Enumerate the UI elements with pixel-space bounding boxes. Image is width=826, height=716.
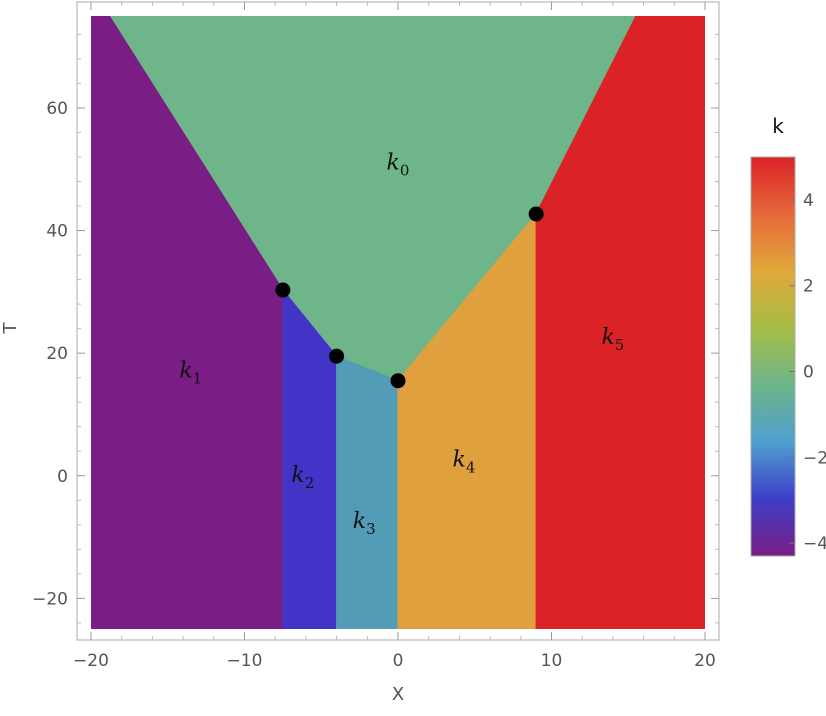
colorbar-tick-label: 4 bbox=[803, 191, 814, 211]
y-tick-label: 0 bbox=[57, 467, 68, 487]
y-tick-label: 20 bbox=[46, 344, 68, 364]
colorbar: k −4 −2 0 2 4 bbox=[750, 114, 826, 557]
x-tick-label: 20 bbox=[694, 651, 716, 671]
region-layer bbox=[91, 16, 705, 629]
x-axis-title: X bbox=[392, 684, 404, 705]
region-label-k2: k2 bbox=[291, 463, 314, 492]
region-label-k5: k5 bbox=[601, 325, 624, 354]
transition-point bbox=[528, 206, 544, 222]
region-label-layer: k0 k1 k2 k3 k4 k5 bbox=[179, 150, 624, 538]
region-k5 bbox=[535, 16, 705, 629]
y-tick-label: 60 bbox=[46, 99, 68, 119]
colorbar-tick-label: −2 bbox=[803, 448, 826, 468]
x-tick-label: 0 bbox=[393, 651, 404, 671]
transition-point bbox=[275, 282, 291, 298]
y-axis-title: T bbox=[0, 322, 21, 335]
x-tick-label: 10 bbox=[541, 651, 563, 671]
colorbar-tick-label: 2 bbox=[803, 277, 814, 297]
y-tick-label: 40 bbox=[46, 222, 68, 242]
y-tick-label: −20 bbox=[32, 589, 68, 609]
region-label-k4: k4 bbox=[453, 448, 476, 477]
colorbar-gradient bbox=[750, 156, 796, 557]
region-k3 bbox=[336, 355, 399, 629]
tick-layer: −20 −10 0 10 20 −20 0 20 40 60 bbox=[32, 2, 719, 671]
region-label-k0: k0 bbox=[387, 150, 410, 179]
region-label-k1: k1 bbox=[179, 359, 202, 388]
point-layer bbox=[275, 206, 544, 389]
x-tick-label: −20 bbox=[73, 651, 109, 671]
colorbar-tick-label: 0 bbox=[803, 363, 814, 383]
transition-point bbox=[329, 348, 345, 364]
transition-point bbox=[390, 373, 406, 389]
colorbar-tick-label: −4 bbox=[803, 534, 826, 554]
region-label-k3: k3 bbox=[353, 509, 376, 538]
colorbar-title: k bbox=[772, 114, 784, 138]
region-k1 bbox=[91, 16, 284, 629]
x-tick-label: −10 bbox=[227, 651, 263, 671]
colorbar-ticks: −4 −2 0 2 4 bbox=[789, 191, 826, 554]
